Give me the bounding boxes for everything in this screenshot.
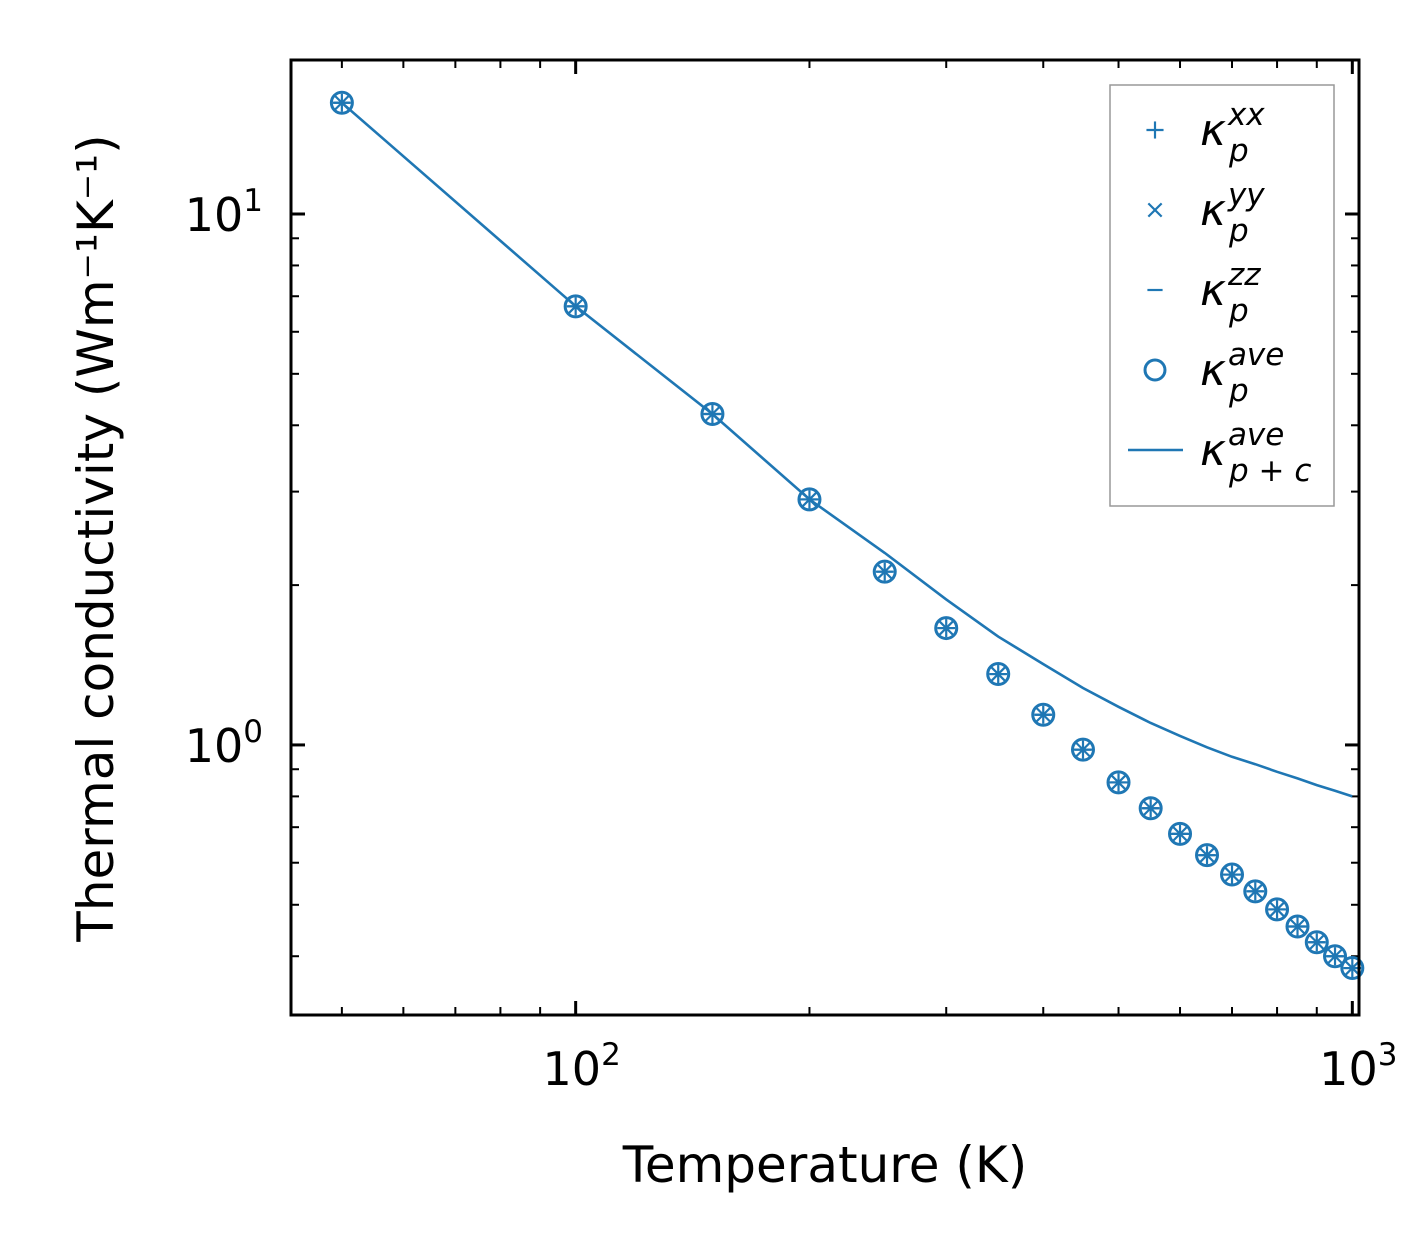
data-point-kave xyxy=(1285,914,1310,939)
y-tick-label: 101 xyxy=(185,183,263,242)
x-axis-label: Temperature (K) xyxy=(622,1136,1027,1194)
data-point-kave xyxy=(1106,770,1131,795)
legend-marker xyxy=(1147,202,1163,218)
data-point-kave xyxy=(563,294,588,319)
legend-label: κxx p xyxy=(1200,97,1265,169)
legend-label: κave p xyxy=(1200,337,1284,409)
data-point-kave xyxy=(1304,930,1329,955)
x-tick-label: 102 xyxy=(543,1037,621,1096)
legend-entry-kzz: κzz p xyxy=(1147,257,1261,329)
tick-label-exponent: 0 xyxy=(243,714,263,750)
legend-symbol: κ xyxy=(1200,185,1226,236)
legend-label: κyy p xyxy=(1200,177,1265,249)
legend-frame xyxy=(1109,84,1335,507)
tick-label-base: 10 xyxy=(1319,1042,1378,1096)
data-point-kave xyxy=(986,662,1011,687)
legend-subscript: p + c xyxy=(1228,453,1311,489)
legend-subscript: p xyxy=(1228,133,1249,169)
legend-entry-kyy: κyy p xyxy=(1147,177,1265,249)
legend-subscript: p xyxy=(1228,293,1249,329)
legend-label: κzz p xyxy=(1200,257,1261,329)
line-layer xyxy=(341,101,1353,798)
marker-layer xyxy=(329,90,1365,981)
legend-subscript: p xyxy=(1228,373,1249,409)
legend-marker xyxy=(1143,358,1167,382)
legend-entry-kave_pc: κave p + c xyxy=(1128,417,1311,489)
data-point-kave xyxy=(872,559,897,584)
data-point-kave xyxy=(1168,821,1193,846)
legend-symbol: κ xyxy=(1200,105,1226,156)
tick-label-base: 10 xyxy=(185,188,244,242)
legend-superscript: yy xyxy=(1227,177,1265,213)
legend-superscript: xx xyxy=(1227,97,1265,133)
data-point-kave xyxy=(1195,843,1220,868)
plot-frame xyxy=(289,58,1361,1017)
data-point-kave xyxy=(797,487,822,512)
tick-label-base: 10 xyxy=(543,1042,602,1096)
data-point-kave xyxy=(934,616,959,641)
legend-symbol: κ xyxy=(1200,345,1226,396)
legend-subscript: p xyxy=(1228,213,1249,249)
legend-entry-kxx: κxx p xyxy=(1146,97,1265,169)
series-line-kave_pc xyxy=(341,101,1353,798)
x-tick-label: 103 xyxy=(1319,1037,1397,1096)
data-point-kave xyxy=(1138,796,1163,821)
tick-label-exponent: 2 xyxy=(601,1037,621,1073)
data-point-kave xyxy=(1070,737,1095,762)
tick-label-exponent: 1 xyxy=(243,183,263,219)
data-point-kave xyxy=(1265,897,1290,922)
data-point-kave xyxy=(329,90,354,115)
legend-superscript: ave xyxy=(1228,417,1284,453)
legend-superscript: zz xyxy=(1227,257,1261,293)
tick-label-exponent: 3 xyxy=(1378,1037,1398,1073)
legend-symbol: κ xyxy=(1200,265,1226,316)
data-point-kave xyxy=(1340,956,1365,981)
legend-symbol: κ xyxy=(1200,425,1226,476)
data-point-kave xyxy=(1323,944,1348,969)
data-point-kave xyxy=(1031,702,1056,727)
data-point-kave xyxy=(1243,879,1268,904)
y-axis-label: Thermal conductivity (Wm⁻¹K⁻¹) xyxy=(67,134,125,942)
data-point-kave xyxy=(700,402,725,427)
y-tick-label: 100 xyxy=(185,714,263,773)
legend-marker xyxy=(1146,121,1164,139)
legend-label: κave p + c xyxy=(1200,417,1311,489)
legend-entry-kave: κave p xyxy=(1143,337,1284,409)
legend-superscript: ave xyxy=(1228,337,1284,373)
data-point-kave xyxy=(1220,862,1245,887)
tick-label-base: 10 xyxy=(185,719,244,773)
